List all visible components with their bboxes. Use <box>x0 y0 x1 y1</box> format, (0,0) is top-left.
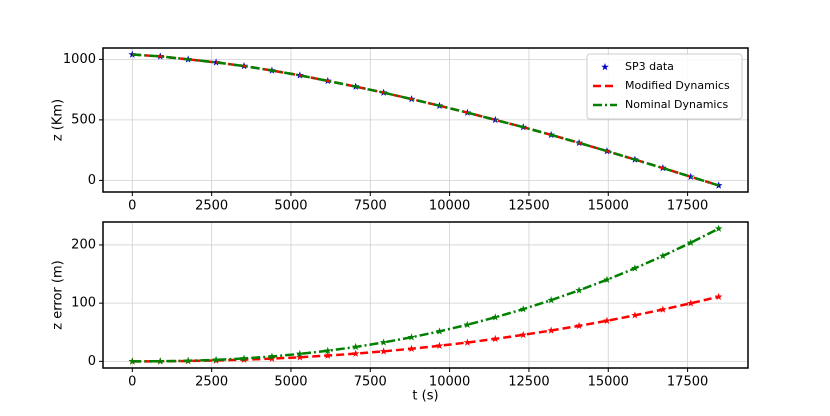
x-tick-label: 12500 <box>508 375 549 390</box>
point-marker <box>547 296 555 304</box>
point-marker <box>463 320 472 328</box>
y-tick-label: 0 <box>88 354 96 369</box>
point-marker <box>491 334 500 343</box>
x-tick-label: 15000 <box>588 375 629 390</box>
point-marker <box>212 355 220 364</box>
point-marker <box>351 342 360 351</box>
series-line <box>132 53 720 187</box>
x-tick-label: 7500 <box>354 375 387 390</box>
x-tick-label: 17500 <box>667 199 708 214</box>
point-marker <box>603 316 611 325</box>
x-tick-label: 17500 <box>667 375 708 390</box>
y-axis-label: z error (m) <box>51 260 66 329</box>
y-tick-label: 0 <box>88 173 96 188</box>
x-tick-label: 5000 <box>274 375 307 390</box>
point-marker <box>686 172 695 180</box>
point-marker <box>268 354 276 362</box>
point-marker <box>156 357 165 365</box>
point-marker <box>323 351 332 359</box>
point-marker <box>463 338 472 346</box>
y-axis-label: z (Km) <box>51 99 66 141</box>
point-marker <box>714 292 723 300</box>
axes-frame <box>102 47 749 193</box>
x-tick-label: 0 <box>128 375 136 390</box>
point-marker <box>268 352 276 360</box>
x-tick-label: 2500 <box>195 375 228 390</box>
point-marker <box>547 326 555 334</box>
point-marker <box>407 344 416 352</box>
point-marker <box>631 264 639 272</box>
series-line <box>132 227 720 363</box>
axes-frame <box>102 221 749 369</box>
point-marker <box>686 299 695 307</box>
y-tick-label: 1000 <box>63 52 96 67</box>
point-marker <box>714 224 723 232</box>
y-tick-label: 100 <box>71 296 96 311</box>
point-marker <box>379 338 388 346</box>
point-marker <box>407 333 416 341</box>
x-tick-label: 10000 <box>429 199 470 214</box>
x-tick-label: 7500 <box>354 199 387 214</box>
legend-label: SP3 data <box>625 60 674 73</box>
point-marker <box>575 286 583 294</box>
series-line <box>132 295 719 363</box>
point-marker <box>659 305 667 313</box>
point-marker <box>296 353 304 361</box>
legend-label: Modified Dynamics <box>625 79 730 92</box>
x-tick-label: 5000 <box>274 199 307 214</box>
point-marker <box>686 238 695 246</box>
point-marker <box>435 341 444 349</box>
x-tick-label: 10000 <box>429 375 470 390</box>
x-tick-label: 15000 <box>588 199 629 214</box>
legend-marker <box>601 63 609 71</box>
point-marker <box>435 327 444 335</box>
x-tick-label: 12500 <box>508 199 549 214</box>
y-tick-label: 200 <box>71 237 96 252</box>
point-marker <box>128 357 137 365</box>
point-marker <box>184 356 192 365</box>
plot-area <box>128 50 723 189</box>
point-marker <box>323 346 332 354</box>
point-marker <box>659 251 667 260</box>
point-marker <box>519 305 528 313</box>
x-axis-label: t (s) <box>412 389 438 404</box>
legend-label: Nominal Dynamics <box>625 98 729 111</box>
point-marker <box>631 311 639 319</box>
legend-box <box>586 53 743 120</box>
point-marker <box>603 275 611 283</box>
point-marker <box>128 50 137 58</box>
x-tick-label: 0 <box>128 199 136 214</box>
point-marker <box>519 330 528 339</box>
x-tick-label: 2500 <box>195 199 228 214</box>
point-marker <box>379 347 388 355</box>
point-marker <box>351 349 360 357</box>
y-tick-label: 500 <box>71 112 96 127</box>
point-marker <box>575 321 583 330</box>
point-marker <box>491 313 500 321</box>
point-marker <box>240 354 248 362</box>
plot-area <box>128 224 723 365</box>
point-marker <box>296 349 304 358</box>
